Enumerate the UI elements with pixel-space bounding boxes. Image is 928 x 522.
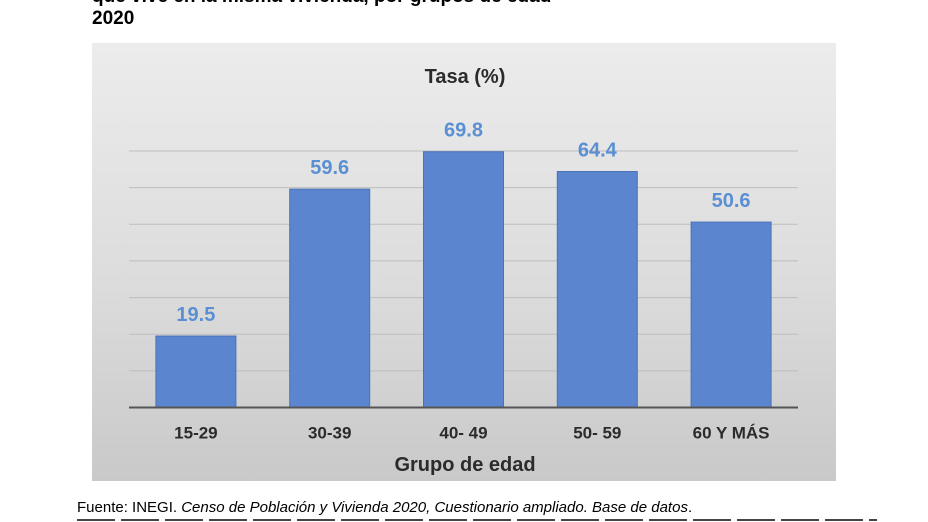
heading-line-1: que vive en la misma vivienda, por grupo…: [92, 0, 812, 8]
chart-heading: que vive en la misma vivienda, por grupo…: [92, 0, 812, 30]
data-label-4: 50.6: [712, 190, 751, 212]
x-tick-label-1: 30-39: [308, 424, 351, 443]
source-suffix: .: [687, 499, 693, 516]
x-tick-label-0: 15-29: [174, 424, 217, 443]
x-tick-label-3: 50- 59: [573, 424, 621, 443]
x-tick-labels: 15-29 30-39 40- 49 50- 59 60 Y MÁS: [174, 424, 769, 443]
source-title: Censo de Población y Vivienda 2020, Cues…: [181, 499, 688, 516]
bar-0: [155, 335, 237, 408]
bar-1: [289, 188, 371, 408]
data-label-3: 64.4: [578, 140, 618, 162]
data-labels: 19.5 59.6 69.8 64.4 50.6: [176, 120, 750, 326]
data-label-1: 59.6: [310, 157, 349, 179]
source-note: Fuente: INEGI. Censo de Población y Vivi…: [77, 499, 917, 516]
bar-chart-svg: Tasa (%) 19.5 59.6 69.8 64.4 50.6 15-29 30-39…: [129, 66, 798, 476]
data-label-2: 69.8: [444, 120, 483, 142]
data-label-0: 19.5: [176, 304, 215, 326]
bar-4: [690, 221, 772, 408]
clipped-note-line: [77, 517, 877, 522]
bars: [155, 151, 772, 408]
source-prefix: Fuente: INEGI.: [77, 499, 182, 516]
bar-3: [556, 171, 638, 408]
x-axis-title: Grupo de edad: [394, 454, 535, 476]
chart-title: Tasa (%): [425, 66, 506, 88]
heading-line-2: 2020: [92, 8, 135, 29]
x-tick-label-4: 60 Y MÁS: [693, 424, 770, 443]
bar-2: [423, 151, 504, 408]
bar-chart: Tasa (%) 19.5 59.6 69.8 64.4 50.6 15-29 30-39…: [92, 43, 836, 481]
x-tick-label-2: 40- 49: [439, 424, 487, 443]
